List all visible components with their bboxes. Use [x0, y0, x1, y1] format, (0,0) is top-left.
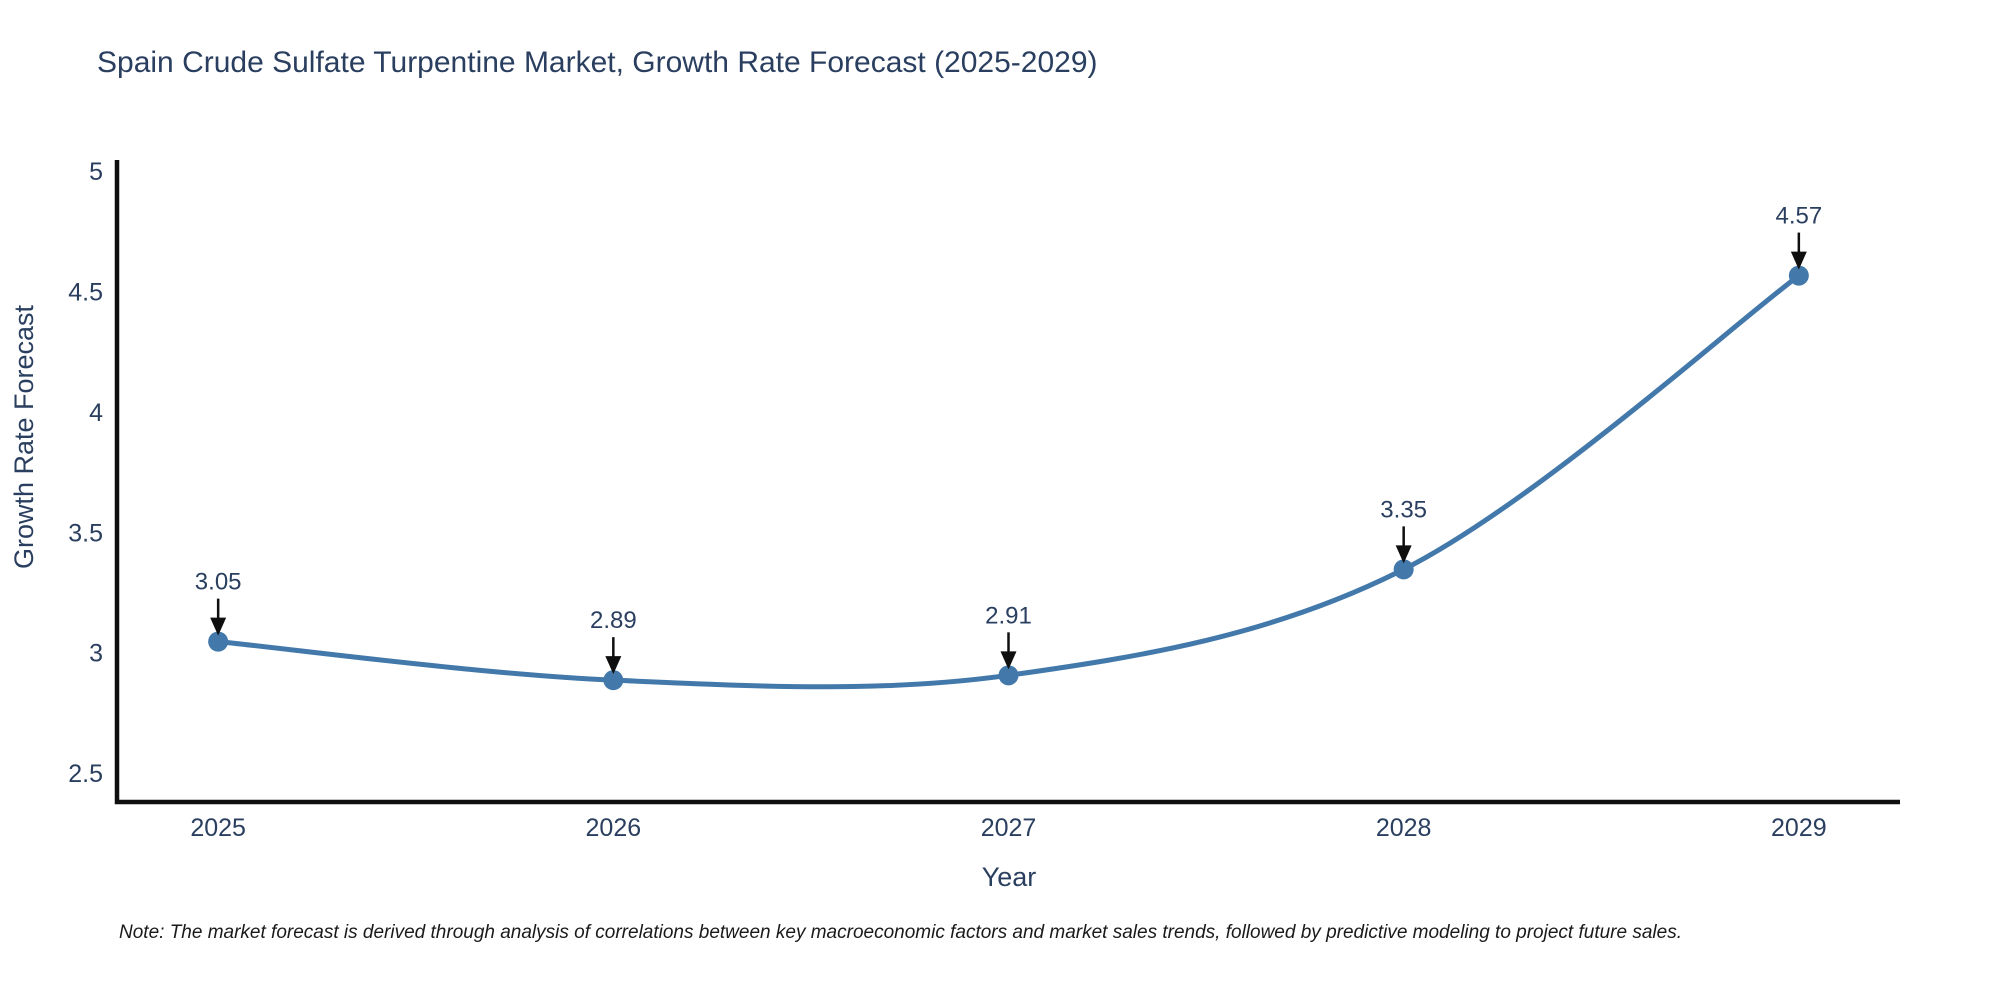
annotation-value: 3.05 — [195, 569, 242, 596]
y-tick-label: 5 — [89, 158, 103, 186]
data-markers — [208, 265, 1809, 691]
y-tick-labels: 2.5 3 3.5 4 4.5 5 — [68, 158, 103, 788]
y-tick-label: 2.5 — [68, 760, 103, 788]
x-tick-label: 2027 — [981, 814, 1037, 842]
annotation-value: 3.35 — [1380, 496, 1427, 523]
footnote: Note: The market forecast is derived thr… — [119, 922, 1682, 943]
data-point-marker[interactable] — [1788, 265, 1809, 286]
point-annotation: 3.05 — [195, 569, 242, 636]
annotation-arrowhead-icon — [605, 656, 622, 675]
point-annotation: 2.91 — [985, 602, 1032, 670]
annotation-value: 2.91 — [985, 602, 1032, 629]
point-annotation: 2.89 — [590, 607, 637, 675]
annotation-arrowhead-icon — [1395, 545, 1412, 564]
x-tick-label: 2029 — [1771, 814, 1827, 842]
data-point-marker[interactable] — [208, 631, 229, 652]
data-point-marker[interactable] — [998, 665, 1019, 686]
y-tick-label: 4.5 — [68, 278, 103, 306]
x-tick-labels: 2025 2026 2027 2028 2029 — [190, 814, 1826, 842]
y-tick-label: 3 — [89, 640, 103, 668]
x-tick-label: 2028 — [1376, 814, 1432, 842]
annotation-arrowhead-icon — [1790, 251, 1807, 270]
x-tick-label: 2026 — [586, 814, 642, 842]
data-point-marker[interactable] — [1393, 559, 1414, 580]
annotation-value: 4.57 — [1775, 203, 1822, 230]
axis-spines — [114, 160, 1900, 805]
data-point-marker[interactable] — [603, 670, 624, 691]
point-annotation: 4.57 — [1775, 203, 1822, 270]
annotation-arrowhead-icon — [210, 617, 227, 636]
x-axis-title: Year — [982, 862, 1037, 892]
y-tick-label: 4 — [89, 399, 103, 427]
trend-line — [215, 273, 1802, 690]
x-tick-label: 2025 — [190, 814, 246, 842]
y-tick-label: 3.5 — [68, 519, 103, 547]
y-axis-title: Growth Rate Forecast — [9, 304, 39, 569]
annotation-value: 2.89 — [590, 607, 637, 634]
point-annotation: 3.35 — [1380, 496, 1427, 564]
point-annotations: 3.05 2.89 2.91 3.35 4.57 — [195, 203, 1822, 675]
chart-title: Spain Crude Sulfate Turpentine Market, G… — [97, 46, 1098, 79]
annotation-arrowhead-icon — [1000, 651, 1017, 670]
